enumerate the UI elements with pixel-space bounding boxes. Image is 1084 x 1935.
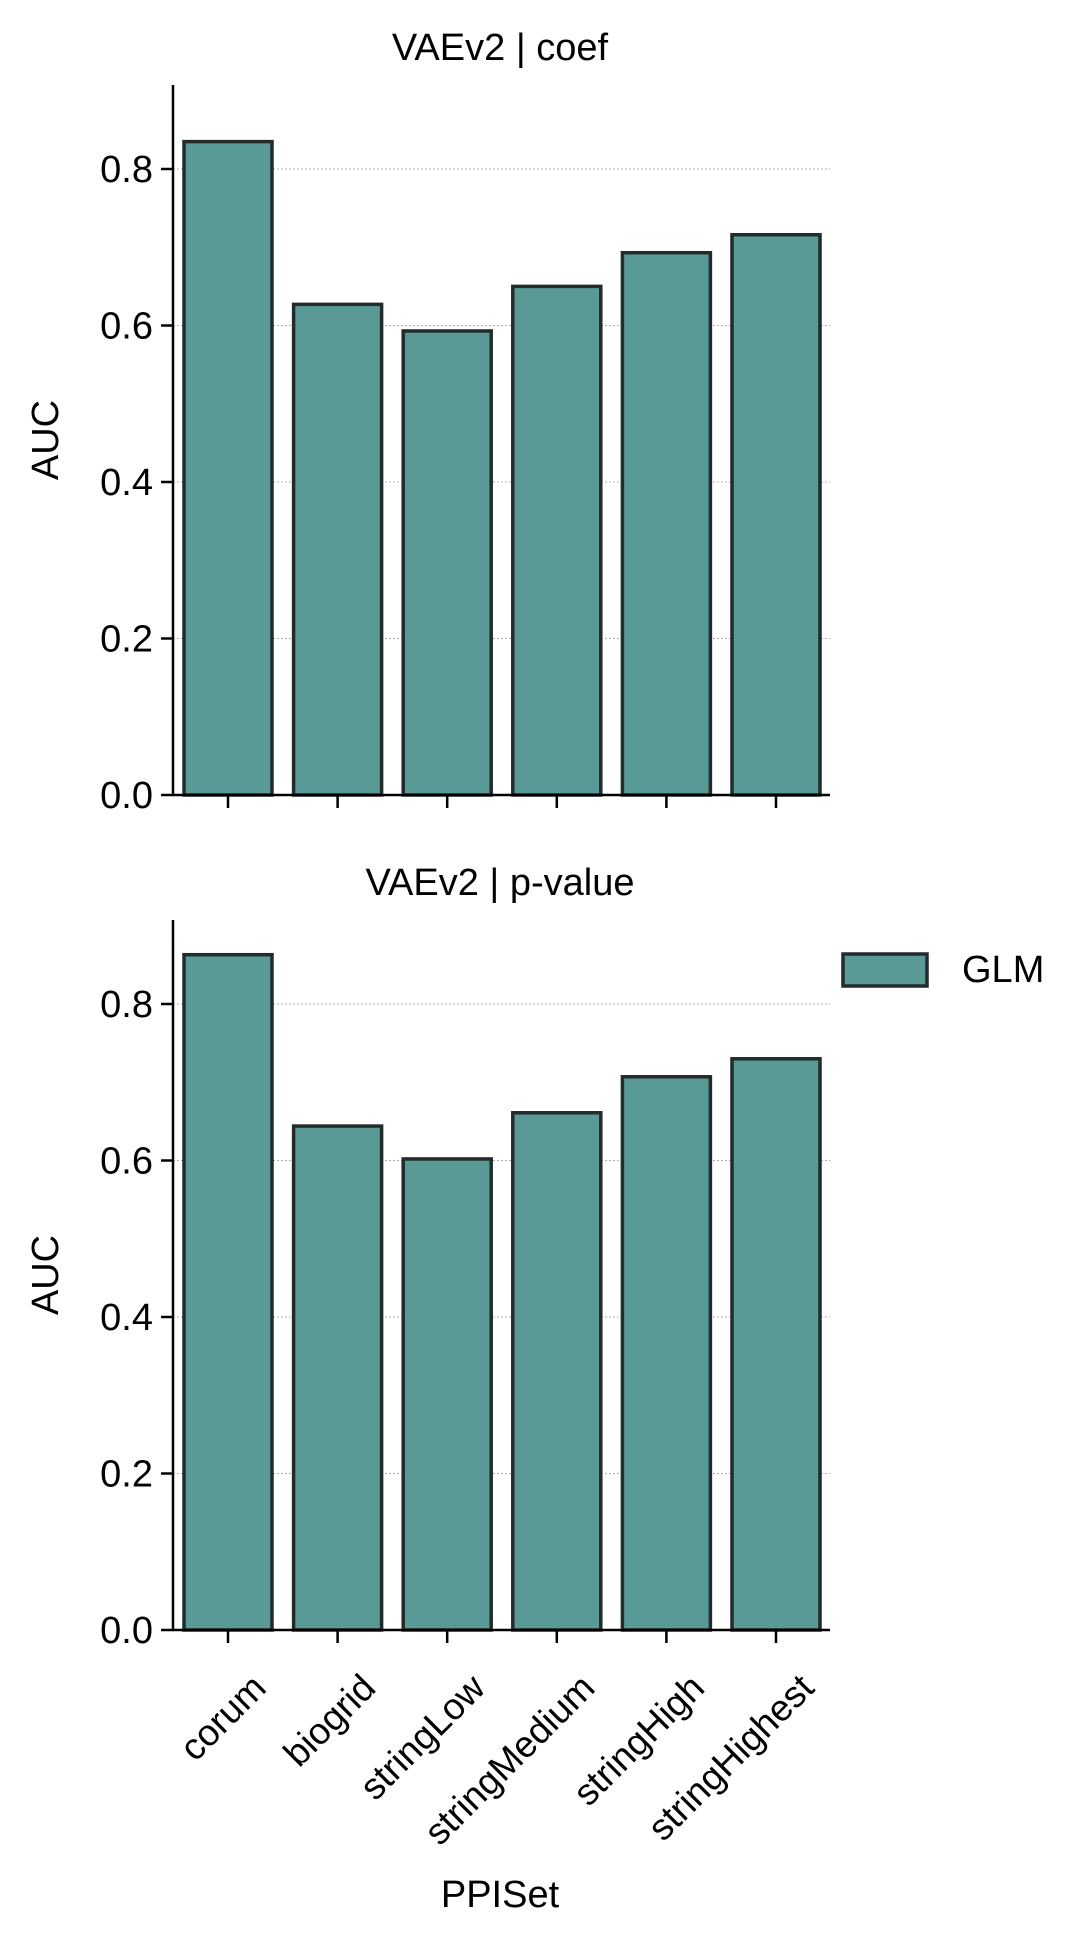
bar-corum (182, 139, 274, 797)
chart-title: VAEv2 | coef (392, 27, 609, 69)
bar-biogrid (291, 1124, 384, 1632)
y-tick-label: 0.6 (100, 1141, 153, 1183)
panel-coef: VAEv2 | coef 0.0 0.2 0.4 0.6 0.8 AUC (25, 27, 830, 817)
y-tick-label: 0.2 (100, 619, 153, 661)
y-tick-label: 0.8 (100, 984, 153, 1026)
bar-corum (182, 952, 274, 1632)
chart-title: VAEv2 | p-value (366, 862, 635, 904)
bar-biogrid (291, 302, 384, 797)
legend-swatch-glm (841, 952, 929, 988)
y-tick-label: 0.0 (100, 1610, 153, 1652)
legend-label-glm: GLM (962, 949, 1044, 991)
x-tick-label: corum (172, 1667, 274, 1769)
y-tick-label: 0.8 (100, 149, 153, 191)
y-tick-label: 0.4 (100, 462, 153, 504)
x-axis-label: PPISet (441, 1874, 560, 1916)
bar-stringLow (401, 329, 493, 797)
bar-stringHigh (620, 250, 713, 797)
bar-stringHigh (620, 1075, 713, 1632)
y-axis-label: AUC (25, 1235, 67, 1315)
y-tick-label: 0.2 (100, 1454, 153, 1496)
y-tick-label: 0.6 (100, 306, 153, 348)
bar-stringLow (401, 1157, 493, 1632)
bar-stringHighest (730, 1057, 822, 1632)
bar-stringMedium (511, 1111, 603, 1632)
panel-p-value: VAEv2 | p-value 0.0 0.2 0.4 0.6 0.8 AUC corum bi… (25, 862, 830, 1916)
bar-stringMedium (511, 284, 603, 797)
legend: GLM (841, 949, 1044, 991)
y-tick-label: 0.4 (100, 1297, 153, 1339)
y-tick-label: 0.0 (100, 775, 153, 817)
x-tick-label: biogrid (276, 1667, 384, 1775)
y-axis-label: AUC (25, 400, 67, 480)
bar-stringHighest (730, 232, 822, 797)
